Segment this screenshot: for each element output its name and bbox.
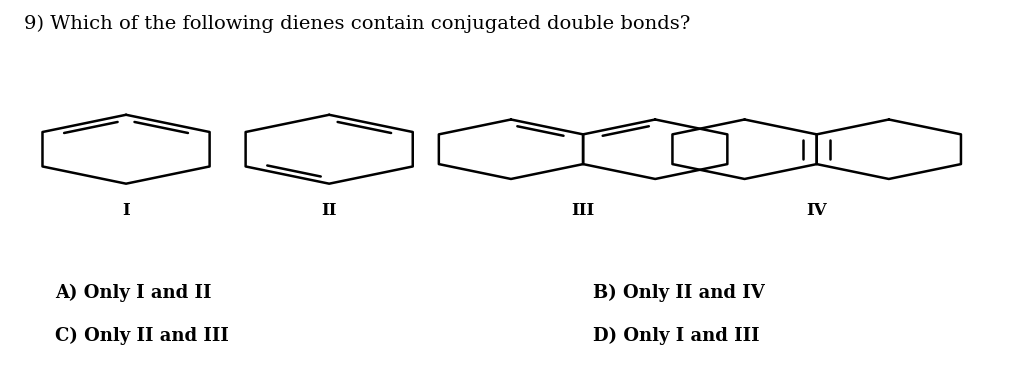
Text: B) Only II and IV: B) Only II and IV (593, 283, 765, 302)
Text: 9) Which of the following dienes contain conjugated double bonds?: 9) Which of the following dienes contain… (25, 15, 691, 33)
Text: II: II (322, 203, 337, 219)
Text: A) Only I and II: A) Only I and II (55, 283, 211, 302)
Text: D) Only I and III: D) Only I and III (593, 327, 760, 345)
Text: III: III (571, 203, 595, 219)
Text: IV: IV (806, 203, 827, 219)
Text: I: I (122, 203, 130, 219)
Text: C) Only II and III: C) Only II and III (55, 327, 228, 345)
